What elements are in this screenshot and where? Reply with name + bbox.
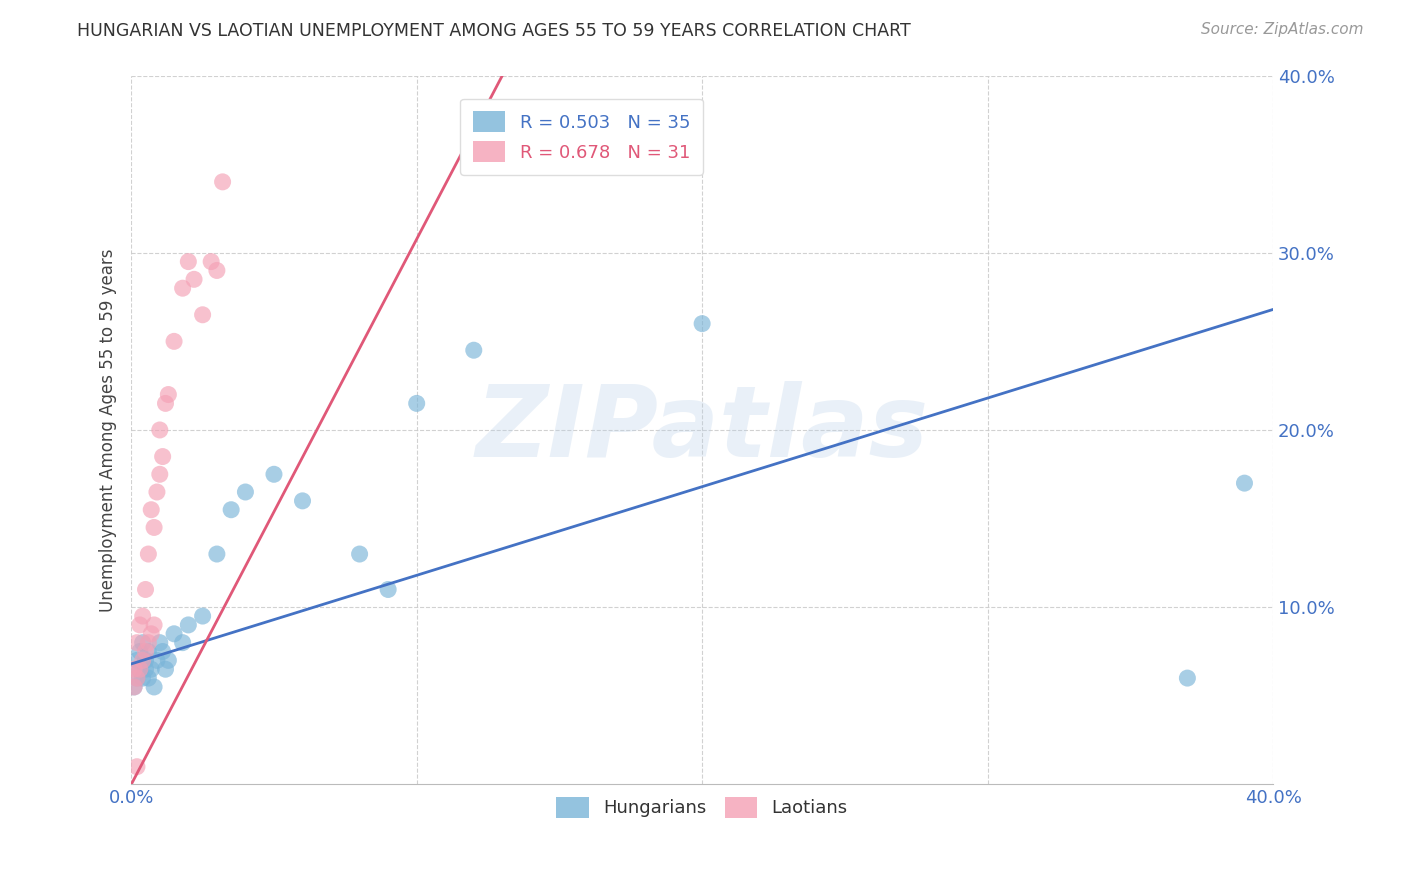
Point xyxy=(141,662,163,676)
Point xyxy=(155,662,177,676)
Point xyxy=(131,635,153,649)
Point xyxy=(125,671,148,685)
Point xyxy=(122,680,145,694)
Point xyxy=(131,671,153,685)
Point xyxy=(157,387,180,401)
Text: HUNGARIAN VS LAOTIAN UNEMPLOYMENT AMONG AGES 55 TO 59 YEARS CORRELATION CHART: HUNGARIAN VS LAOTIAN UNEMPLOYMENT AMONG … xyxy=(77,22,911,40)
Point xyxy=(377,582,399,597)
Point xyxy=(138,671,160,685)
Point xyxy=(200,254,222,268)
Point xyxy=(146,653,169,667)
Point xyxy=(172,635,194,649)
Point xyxy=(349,547,371,561)
Point xyxy=(125,653,148,667)
Point xyxy=(138,644,160,658)
Point xyxy=(125,760,148,774)
Point xyxy=(205,263,228,277)
Point xyxy=(128,644,150,658)
Point xyxy=(405,396,427,410)
Point xyxy=(172,281,194,295)
Point xyxy=(690,317,713,331)
Point xyxy=(122,680,145,694)
Point xyxy=(152,450,174,464)
Point xyxy=(177,254,200,268)
Point xyxy=(191,609,214,624)
Point xyxy=(211,175,233,189)
Point xyxy=(1233,476,1256,491)
Point xyxy=(163,334,186,349)
Point xyxy=(141,627,163,641)
Point xyxy=(149,423,172,437)
Point xyxy=(149,635,172,649)
Point xyxy=(138,547,160,561)
Point xyxy=(135,662,157,676)
Point xyxy=(152,644,174,658)
Y-axis label: Unemployment Among Ages 55 to 59 years: Unemployment Among Ages 55 to 59 years xyxy=(100,248,117,612)
Point xyxy=(135,644,157,658)
Text: Source: ZipAtlas.com: Source: ZipAtlas.com xyxy=(1201,22,1364,37)
Point xyxy=(135,582,157,597)
Point xyxy=(128,618,150,632)
Point xyxy=(128,662,150,676)
Point xyxy=(125,671,148,685)
Point xyxy=(191,308,214,322)
Point xyxy=(149,467,172,482)
Point xyxy=(205,547,228,561)
Point xyxy=(143,520,166,534)
Point xyxy=(131,609,153,624)
Point xyxy=(463,343,485,358)
Point xyxy=(548,139,571,153)
Point xyxy=(219,502,242,516)
Legend: Hungarians, Laotians: Hungarians, Laotians xyxy=(550,789,855,825)
Text: ZIPatlas: ZIPatlas xyxy=(475,382,929,478)
Point xyxy=(146,485,169,500)
Point xyxy=(135,653,157,667)
Point xyxy=(128,662,150,676)
Point xyxy=(155,396,177,410)
Point xyxy=(183,272,205,286)
Point xyxy=(163,627,186,641)
Point xyxy=(143,618,166,632)
Point xyxy=(122,662,145,676)
Point xyxy=(1177,671,1199,685)
Point xyxy=(125,635,148,649)
Point xyxy=(235,485,257,500)
Point xyxy=(131,653,153,667)
Point xyxy=(157,653,180,667)
Point xyxy=(143,680,166,694)
Point xyxy=(138,635,160,649)
Point xyxy=(263,467,285,482)
Point xyxy=(141,502,163,516)
Point xyxy=(291,494,314,508)
Point xyxy=(177,618,200,632)
